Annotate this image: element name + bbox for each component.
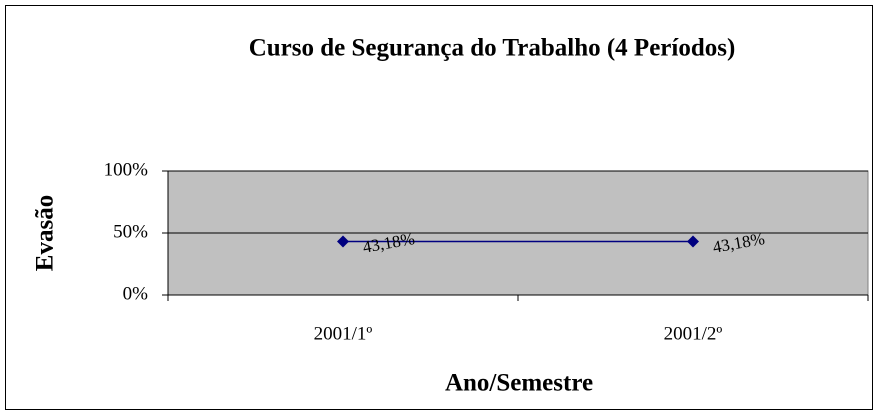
chart-title: Curso de Segurança do Trabalho (4 Períod… — [249, 35, 736, 62]
y-axis-label: Evasão — [32, 195, 59, 271]
y-tick-label: 50% — [113, 221, 148, 242]
x-tick-label: 2001/2º — [664, 323, 723, 344]
y-tick-label: 0% — [123, 283, 149, 304]
y-tick-label: 100% — [104, 159, 149, 180]
x-tick-label: 2001/1º — [314, 323, 373, 344]
marker — [687, 235, 699, 248]
x-axis-label: Ano/Semestre — [445, 370, 593, 397]
marker — [337, 235, 349, 248]
